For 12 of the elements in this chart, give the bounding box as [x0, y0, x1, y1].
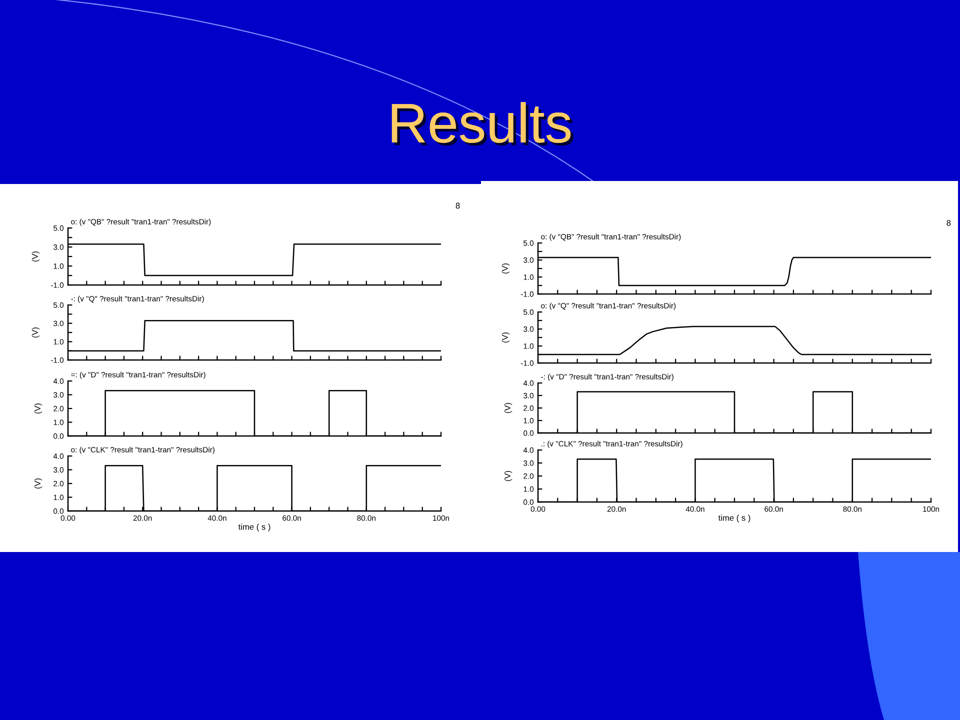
- x-axis-title: time ( s ): [238, 524, 270, 532]
- text: 8: [946, 220, 951, 226]
- y-axis-title: (V): [502, 332, 510, 343]
- y-axis-title: (V): [34, 478, 42, 489]
- x-axis-title: time ( s ): [718, 514, 750, 522]
- y-axis-title: (V): [502, 263, 510, 274]
- text: 8: [456, 202, 460, 209]
- y-axis-title: (V): [34, 403, 42, 414]
- y-axis-title: (V): [504, 402, 512, 414]
- y-axis-title: (V): [32, 327, 40, 338]
- y-axis-title: (V): [504, 470, 512, 482]
- y-axis-title: (V): [32, 251, 40, 262]
